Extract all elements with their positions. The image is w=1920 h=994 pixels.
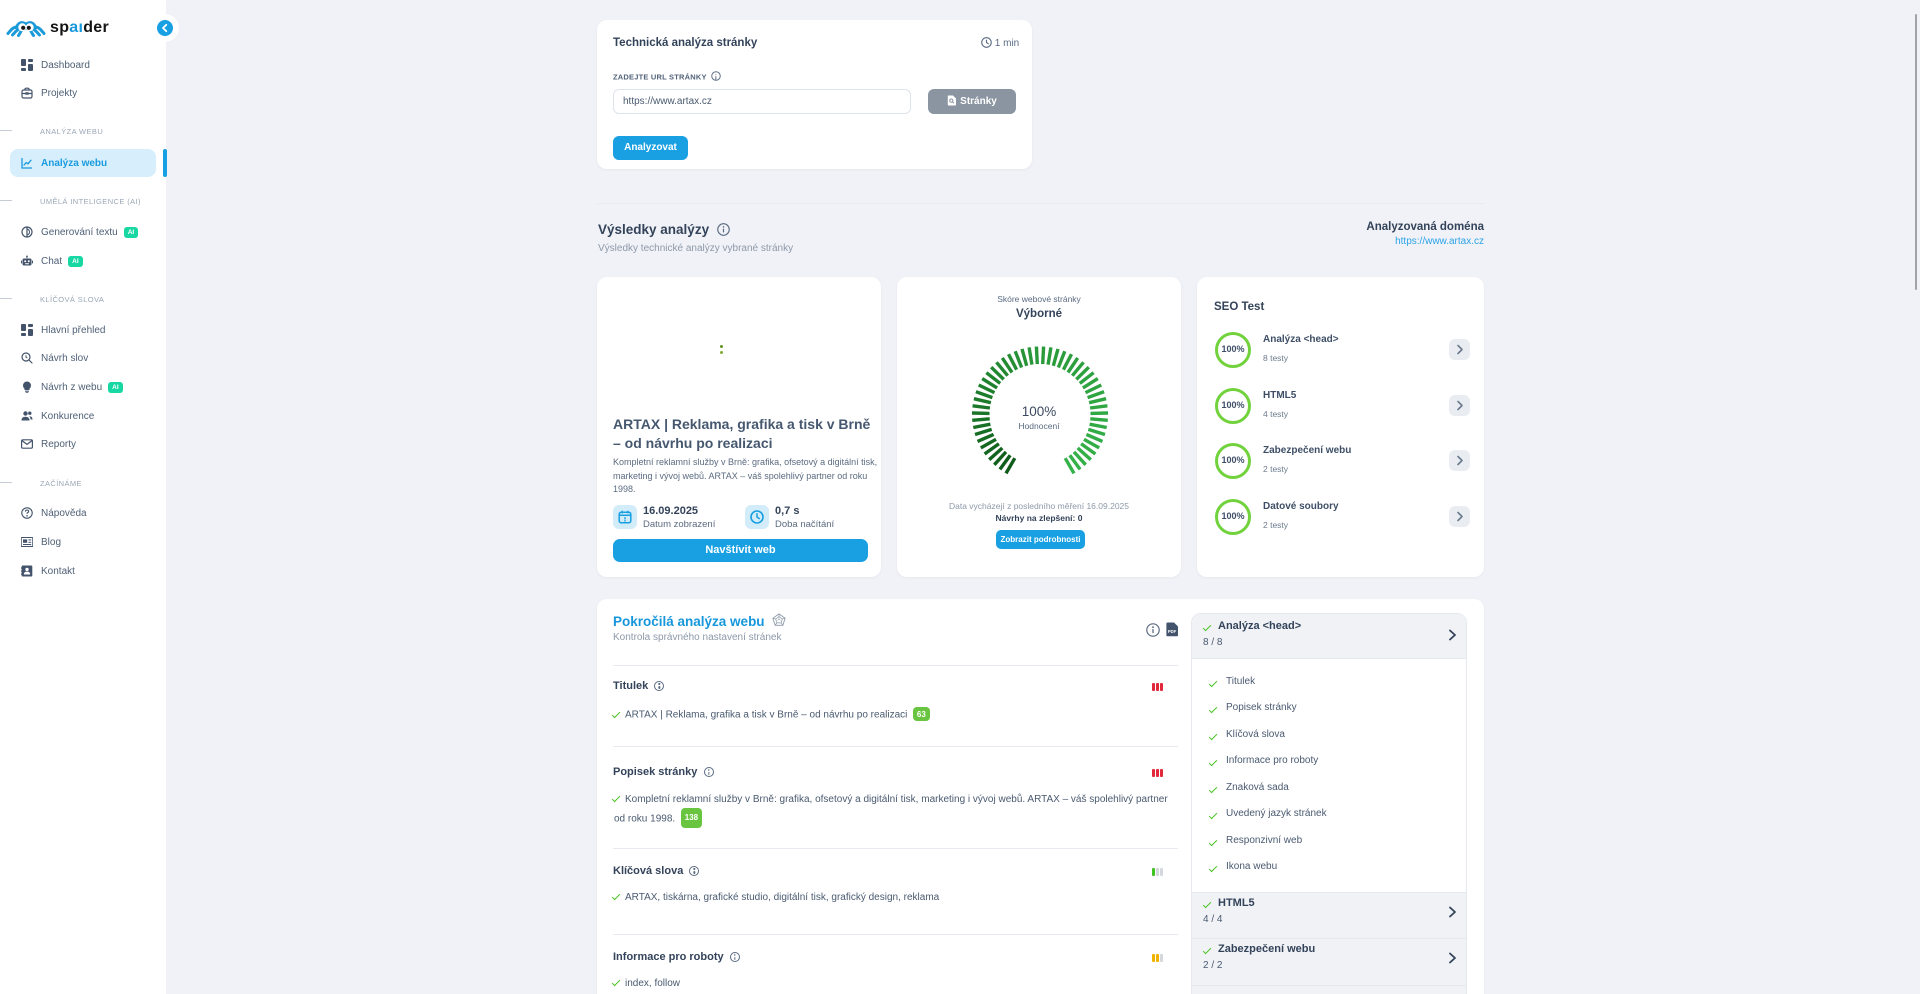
svg-text:PDF: PDF xyxy=(1168,629,1177,634)
